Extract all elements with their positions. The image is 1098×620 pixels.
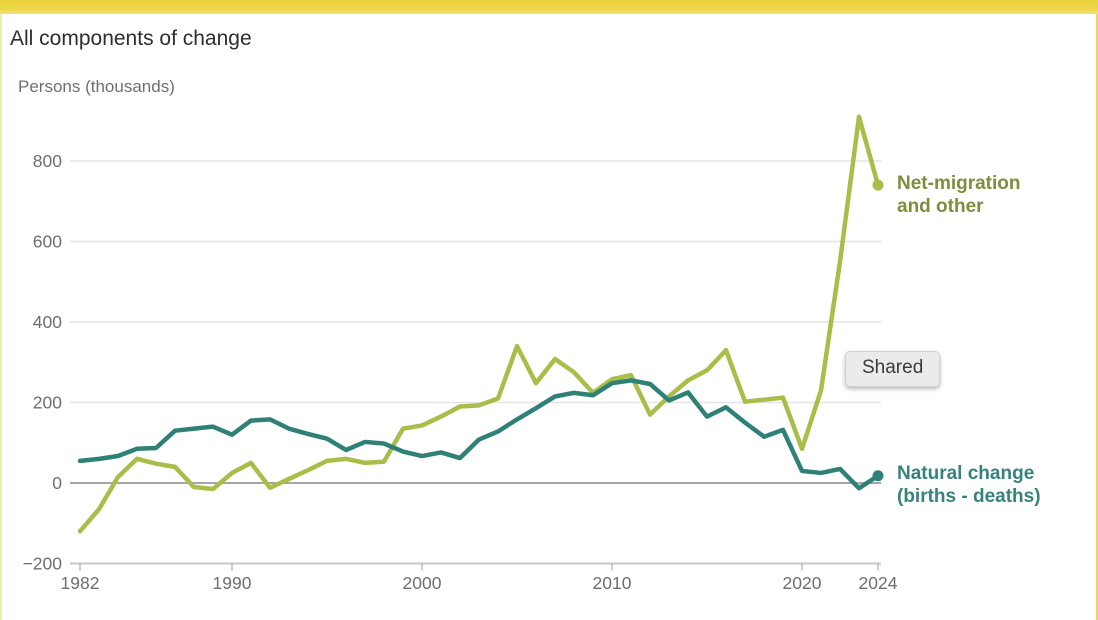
right-accent-border bbox=[1096, 14, 1098, 620]
x-tick-label: 2020 bbox=[783, 573, 822, 593]
end-dot-natural-change bbox=[872, 470, 884, 482]
chart-title: All components of change bbox=[10, 27, 252, 50]
y-axis-unit-label: Persons (thousands) bbox=[18, 77, 175, 96]
y-tick-label: 600 bbox=[33, 232, 62, 252]
series-line-net-migration bbox=[77, 114, 881, 534]
x-tick-label: 2010 bbox=[593, 573, 632, 593]
top-accent-bar bbox=[0, 0, 1098, 14]
x-tick-label: 2000 bbox=[403, 573, 442, 593]
y-tick-label: −200 bbox=[23, 554, 63, 574]
end-dot-net-migration bbox=[872, 179, 884, 191]
shared-button[interactable]: Shared bbox=[845, 351, 941, 387]
left-accent-border bbox=[0, 14, 2, 620]
y-tick-label: 0 bbox=[52, 473, 62, 493]
y-tick-label: 200 bbox=[33, 393, 62, 413]
series-label-net-migration: Net-migration and other bbox=[897, 173, 1021, 217]
y-tick-label: 800 bbox=[33, 151, 62, 171]
series-line-natural-change bbox=[77, 378, 881, 491]
x-tick-label: 1990 bbox=[213, 573, 252, 593]
x-tick-label: 1982 bbox=[61, 573, 100, 593]
y-tick-label: 400 bbox=[33, 312, 62, 332]
series-label-natural-change: Natural change (births - deaths) bbox=[897, 463, 1041, 507]
x-tick-label: 2024 bbox=[859, 573, 898, 593]
